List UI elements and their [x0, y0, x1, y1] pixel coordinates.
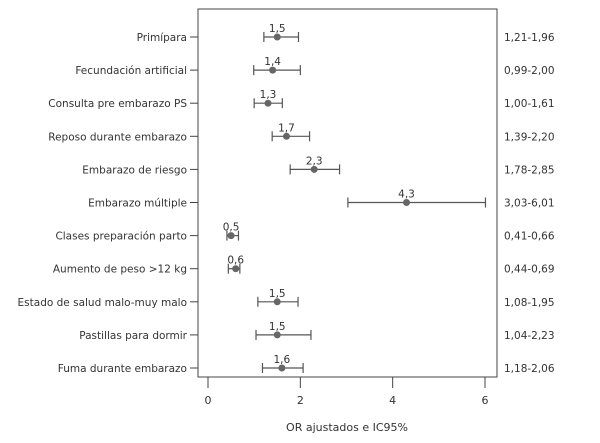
x-tick-label: 0 [205, 394, 212, 407]
or-point [273, 298, 281, 306]
x-axis-label: OR ajustados e IC95% [286, 421, 408, 434]
x-tick-label: 2 [297, 394, 304, 407]
or-value-label: 1,7 [278, 122, 295, 134]
ci-label: 1,18-2,06 [504, 363, 555, 375]
row-label: Primípara [137, 32, 187, 44]
row-label: Embarazo de riesgo [82, 164, 187, 176]
ci-label: 1,04-2,23 [504, 330, 555, 342]
ci-label: 0,41-0,66 [504, 231, 555, 243]
or-value-label: 1,5 [269, 23, 286, 35]
row-label: Pastillas para dormir [79, 330, 187, 342]
row-label: Fuma durante embarazo [58, 363, 187, 375]
or-point [269, 66, 277, 74]
ci-label: 1,08-1,95 [504, 297, 555, 309]
or-point [232, 265, 240, 273]
row-label: Embarazo múltiple [88, 198, 187, 210]
row-label: Fecundación artificial [75, 65, 187, 77]
ci-label: 1,00-1,61 [504, 98, 555, 110]
or-value-label: 1,5 [269, 288, 286, 300]
or-point [273, 331, 281, 339]
x-tick-label: 6 [482, 394, 489, 407]
or-value-label: 0,5 [223, 222, 240, 234]
or-point [264, 99, 272, 107]
or-value-label: 4,3 [398, 189, 415, 201]
or-value-label: 1,4 [264, 56, 281, 68]
or-value-label: 0,6 [227, 255, 244, 267]
or-point [278, 364, 286, 372]
or-value-label: 1,3 [260, 89, 277, 101]
row-label: Reposo durante embarazo [48, 131, 187, 143]
or-value-label: 1,5 [269, 321, 286, 333]
or-point [310, 165, 318, 173]
or-value-label: 1,6 [274, 354, 291, 366]
ci-label: 1,21-1,96 [504, 32, 555, 44]
row-label: Aumento de peso >12 kg [53, 264, 187, 276]
row-label: Consulta pre embarazo PS [48, 98, 187, 110]
ci-label: 0,99-2,00 [504, 65, 555, 77]
or-point [282, 132, 290, 140]
or-value-label: 2,3 [306, 155, 323, 167]
or-point [273, 33, 281, 41]
or-point [227, 232, 235, 240]
x-tick-label: 4 [389, 394, 396, 407]
row-label: Clases preparación parto [55, 231, 187, 243]
plot-frame [197, 8, 498, 378]
ci-label: 1,78-2,85 [504, 164, 555, 176]
ci-label: 0,44-0,69 [504, 264, 555, 276]
ci-label: 1,39-2,20 [504, 131, 555, 143]
row-label: Estado de salud malo-muy malo [18, 297, 187, 309]
ci-label: 3,03-6,01 [504, 198, 555, 210]
or-point [403, 199, 411, 206]
